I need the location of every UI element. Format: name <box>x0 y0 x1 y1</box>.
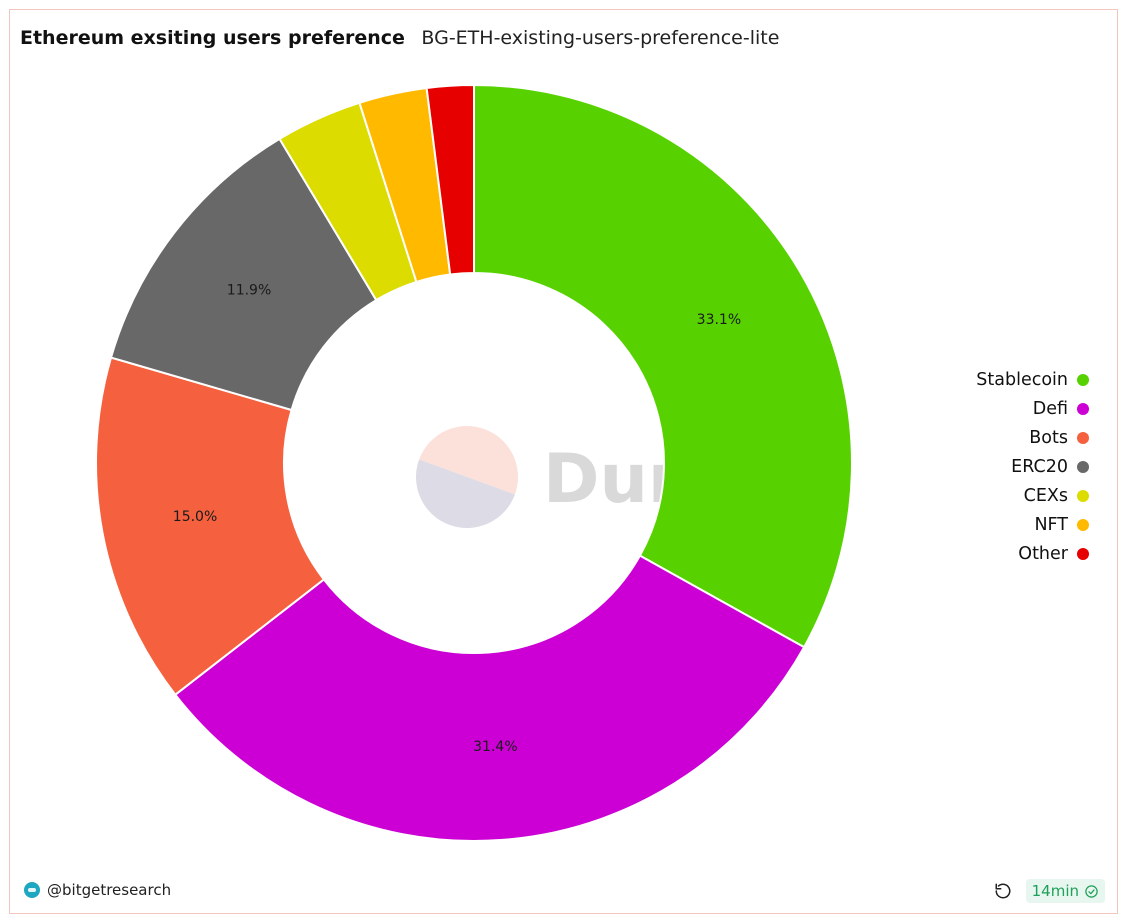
legend-swatch <box>1077 402 1089 415</box>
legend-label: NFT <box>1034 514 1068 535</box>
query-name[interactable]: BG-ETH-existing-users-preference-lite <box>421 27 780 49</box>
legend-swatch <box>1077 547 1089 560</box>
legend-item-defi[interactable]: Defi <box>889 394 1089 423</box>
chart-header: Ethereum exsiting users preference BG-ET… <box>20 27 779 49</box>
data-label-stablecoin: 33.1% <box>697 312 741 328</box>
age-text: 14min <box>1031 882 1079 900</box>
age-badge: 14min <box>1025 879 1105 903</box>
legend-label: Other <box>1018 543 1068 564</box>
slice-other[interactable] <box>425 83 475 276</box>
data-label-erc20: 11.9% <box>227 283 271 299</box>
legend-item-stablecoin[interactable]: Stablecoin <box>889 365 1089 394</box>
legend-swatch <box>1077 373 1089 386</box>
refresh-icon[interactable] <box>992 880 1014 902</box>
legend-swatch <box>1077 431 1089 444</box>
legend-item-bots[interactable]: Bots <box>889 423 1089 452</box>
author-link[interactable]: @bitgetresearch <box>24 881 171 899</box>
author-name: @bitgetresearch <box>47 881 172 899</box>
legend-item-erc20[interactable]: ERC20 <box>889 452 1089 481</box>
legend-label: CEXs <box>1023 485 1068 506</box>
legend-item-cexs[interactable]: CEXs <box>889 481 1089 510</box>
slice-stablecoin[interactable] <box>473 83 853 649</box>
data-label-bots: 15.0% <box>173 509 217 525</box>
chart-title: Ethereum exsiting users preference <box>20 27 405 49</box>
legend-label: Stablecoin <box>976 369 1068 390</box>
legend-label: Defi <box>1032 398 1068 419</box>
legend-swatch <box>1077 518 1089 531</box>
legend-item-other[interactable]: Other <box>889 539 1089 568</box>
check-circle-icon <box>1085 884 1098 898</box>
legend-swatch <box>1077 489 1089 502</box>
slice-defi[interactable] <box>173 554 806 842</box>
avatar <box>24 882 40 898</box>
legend-item-nft[interactable]: NFT <box>889 510 1089 539</box>
footer-status: 14min <box>992 879 1105 903</box>
chart-card: Ethereum exsiting users preference BG-ET… <box>9 9 1118 914</box>
legend-label: Bots <box>1029 427 1068 448</box>
legend: Stablecoin Defi Bots ERC20 CEXs NFT Other <box>889 365 1089 568</box>
slice-bots[interactable] <box>95 356 326 697</box>
slice-erc20[interactable] <box>109 137 378 412</box>
legend-label: ERC20 <box>1011 456 1068 477</box>
data-label-defi: 31.4% <box>473 739 517 755</box>
legend-swatch <box>1077 460 1089 473</box>
